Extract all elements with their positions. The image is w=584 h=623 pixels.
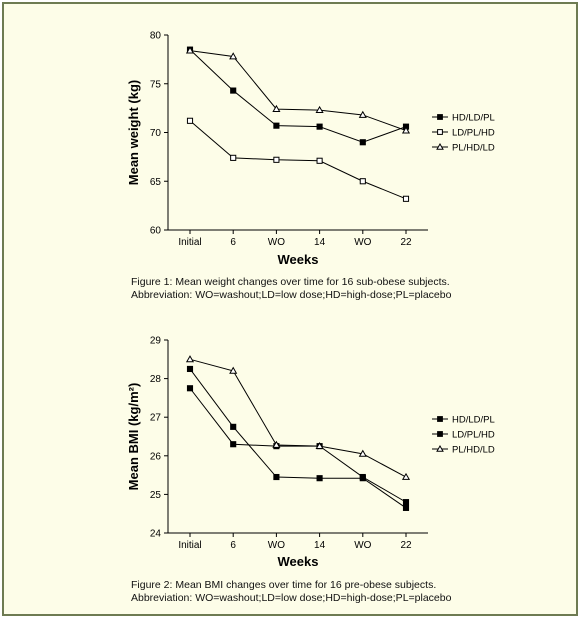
figure-1-caption: Figure 1: Mean weight changes over time … [131,276,451,301]
series-line [189,368,407,509]
series-line [189,358,407,478]
data-point [230,87,237,94]
data-point [358,110,367,118]
x-tick-label: WO [354,540,371,551]
data-point [402,504,410,511]
series-line [189,50,407,132]
y-tick-label: 60 [150,226,162,237]
y-tick-label: 29 [150,336,162,347]
data-point [230,154,237,161]
weight-chart: 60 65 70 75 80 Initial 6 WO 14 WO 22 Weeks Mean weig… [126,31,495,268]
data-point [186,365,194,373]
x-tick-label: 6 [230,237,236,248]
y-tick-label: 25 [150,490,162,501]
data-point [358,449,367,457]
data-point [185,46,195,54]
legend-label: PL/HD/LD [452,143,495,154]
figure-frame [2,2,578,616]
data-point [402,499,410,506]
x-axis-title: Weeks [278,252,319,267]
data-point [273,473,280,481]
data-point [316,475,323,482]
data-point [359,139,366,146]
legend-marker [436,142,444,150]
x-tick-label: WO [268,237,285,248]
y-axis-title: Mean weight (kg) [126,80,141,185]
legend-label: LD/PL/HD [452,430,495,441]
data-point [401,472,411,480]
data-point [401,126,411,134]
x-tick-label: WO [268,540,285,551]
data-point [315,105,324,113]
data-point [359,178,366,185]
legend-marker [437,416,443,422]
y-tick-label: 27 [150,413,162,424]
data-point [229,366,238,374]
data-point [185,355,195,363]
y-tick-label: 65 [150,177,162,188]
x-tick-label: Initial [178,237,201,248]
x-tick-label: WO [354,237,371,248]
series-line [189,387,407,503]
caption-line: Abbreviation: WO=washout;LD=low dose;HD=… [131,591,452,604]
x-tick-label: 22 [400,540,412,551]
data-point [229,52,238,60]
y-tick-label: 24 [150,529,162,540]
x-tick-label: 22 [400,237,412,248]
y-tick-label: 70 [150,128,162,139]
series-line [189,49,407,143]
caption-line: Figure 1: Mean weight changes over time … [131,276,450,288]
legend-marker [437,114,443,120]
y-tick-label: 26 [150,451,162,462]
legend-marker [437,129,443,135]
data-point [273,122,280,129]
series-line [189,120,407,200]
legend-marker [436,444,444,452]
y-tick-label: 75 [150,79,162,90]
legend-label: HD/LD/PL [452,113,495,124]
x-tick-label: 14 [314,540,326,551]
data-point [273,156,280,163]
data-point [316,157,323,164]
legend-label: LD/PL/HD [452,128,495,139]
x-tick-label: 6 [230,540,236,551]
data-point [315,441,324,450]
x-tick-label: 14 [314,237,326,248]
data-point [186,117,194,124]
caption-line: Figure 2: Mean BMI changes over time for… [131,579,437,591]
data-point [316,123,323,130]
y-tick-label: 80 [150,31,162,42]
data-point [230,423,237,430]
y-tick-label: 28 [150,374,162,385]
legend-label: HD/LD/PL [452,415,495,426]
caption-line: Abbreviation: WO=washout;LD=low dose;HD=… [131,288,452,301]
data-point [272,104,281,112]
data-point [186,385,194,392]
x-axis-title: Weeks [278,554,319,569]
figure-2-caption: Figure 2: Mean BMI changes over time for… [131,579,451,604]
data-point [402,195,410,202]
legend-marker [437,431,443,437]
data-point [230,441,237,448]
data-point [359,475,366,482]
data-point [272,440,281,448]
bmi-chart: 24 25 26 27 28 29 Initial 6 WO 14 WO 22 Weeks Mean BM… [126,336,495,570]
legend-label: PL/HD/LD [452,445,495,456]
x-tick-label: Initial [178,540,201,551]
y-axis-title: Mean BMI (kg/m²) [126,383,141,491]
